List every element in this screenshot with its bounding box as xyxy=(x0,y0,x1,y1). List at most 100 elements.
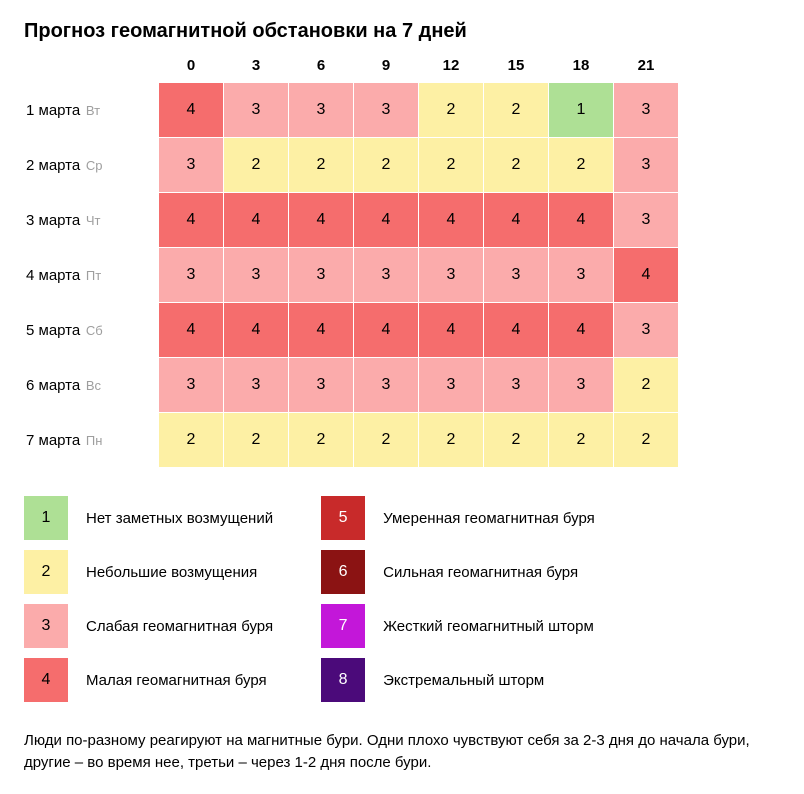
row-date: 6 марта xyxy=(26,377,80,394)
heatmap-cell: 4 xyxy=(549,303,613,357)
heatmap-cell: 2 xyxy=(419,138,483,192)
heatmap-cell: 3 xyxy=(354,83,418,137)
table-row: 7 марта Пн22222222 xyxy=(25,413,678,467)
heatmap-cell: 3 xyxy=(614,138,678,192)
heatmap-cell: 1 xyxy=(549,83,613,137)
table-row: 3 марта Чт44444443 xyxy=(25,193,678,247)
heatmap-cell: 3 xyxy=(354,358,418,412)
table-row: 6 марта Вс33333332 xyxy=(25,358,678,412)
heatmap-cell: 2 xyxy=(484,413,548,467)
heatmap-cell: 2 xyxy=(159,413,223,467)
heatmap-cell: 3 xyxy=(484,358,548,412)
legend-swatch: 2 xyxy=(24,550,68,594)
legend: 1 Нет заметных возмущений 2 Небольшие возму… xyxy=(24,496,780,702)
legend-swatch: 1 xyxy=(24,496,68,540)
heatmap-cell: 3 xyxy=(289,358,353,412)
legend-swatch: 6 xyxy=(321,550,365,594)
heatmap-cell: 2 xyxy=(549,413,613,467)
legend-item: 7 Жесткий геомагнитный шторм xyxy=(321,604,595,648)
heatmap-cell: 3 xyxy=(224,248,288,302)
legend-item: 8 Экстремальный шторм xyxy=(321,658,595,702)
legend-label: Жесткий геомагнитный шторм xyxy=(383,618,594,635)
row-date-label: 3 марта Чт xyxy=(25,193,158,247)
heatmap-cell: 2 xyxy=(289,138,353,192)
heatmap-cell: 4 xyxy=(224,303,288,357)
heatmap-cell: 4 xyxy=(354,303,418,357)
row-date-label: 7 марта Пн xyxy=(25,413,158,467)
legend-swatch: 8 xyxy=(321,658,365,702)
hour-header: 3 xyxy=(224,56,288,82)
row-dow: Пт xyxy=(82,268,101,283)
table-row: 1 марта Вт43332213 xyxy=(25,83,678,137)
heatmap-cell: 3 xyxy=(289,248,353,302)
legend-label: Нет заметных возмущений xyxy=(86,510,273,527)
heatmap-cell: 2 xyxy=(484,83,548,137)
heatmap-cell: 4 xyxy=(289,193,353,247)
heatmap-cell: 2 xyxy=(354,413,418,467)
heatmap-cell: 2 xyxy=(614,413,678,467)
heatmap-cell: 3 xyxy=(549,248,613,302)
row-date-label: 2 марта Ср xyxy=(25,138,158,192)
heatmap-cell: 2 xyxy=(419,413,483,467)
legend-item: 4Малая геомагнитная буря xyxy=(24,658,273,702)
table-row: 5 марта Сб44444443 xyxy=(25,303,678,357)
row-dow: Пн xyxy=(82,433,102,448)
heatmap-cell: 3 xyxy=(159,248,223,302)
heatmap-cell: 4 xyxy=(289,303,353,357)
heatmap-cell: 3 xyxy=(224,83,288,137)
hour-header: 18 xyxy=(549,56,613,82)
footnote-text: Люди по-разному реагируют на магнитные б… xyxy=(24,730,764,774)
heatmap-cell: 4 xyxy=(159,193,223,247)
row-date: 4 марта xyxy=(26,267,80,284)
heatmap-cell: 2 xyxy=(549,138,613,192)
row-date-label: 4 марта Пт xyxy=(25,248,158,302)
heatmap-cell: 3 xyxy=(354,248,418,302)
legend-swatch: 5 xyxy=(321,496,365,540)
page-title: Прогноз геомагнитной обстановки на 7 дне… xyxy=(24,20,780,43)
hour-header: 0 xyxy=(159,56,223,82)
legend-item: 1 Нет заметных возмущений xyxy=(24,496,273,540)
row-date: 7 марта xyxy=(26,432,80,449)
legend-item: 5 Умеренная геомагнитная буря xyxy=(321,496,595,540)
hour-header: 12 xyxy=(419,56,483,82)
table-row: 2 марта Ср32222223 xyxy=(25,138,678,192)
row-dow: Вс xyxy=(82,378,101,393)
forecast-heatmap: 036912151821 1 марта Вт433322132 марта С… xyxy=(24,55,679,468)
heatmap-cell: 3 xyxy=(614,193,678,247)
legend-label: Сильная геомагнитная буря xyxy=(383,564,578,581)
row-date: 3 марта xyxy=(26,212,80,229)
row-date-label: 1 марта Вт xyxy=(25,83,158,137)
legend-label: Умеренная геомагнитная буря xyxy=(383,510,595,527)
heatmap-cell: 2 xyxy=(289,413,353,467)
legend-label: Экстремальный шторм xyxy=(383,672,544,689)
heatmap-cell: 4 xyxy=(224,193,288,247)
heatmap-cell: 4 xyxy=(549,193,613,247)
heatmap-cell: 3 xyxy=(159,358,223,412)
legend-swatch: 7 xyxy=(321,604,365,648)
heatmap-cell: 2 xyxy=(614,358,678,412)
legend-label: Малая геомагнитная буря xyxy=(86,672,267,689)
row-date-label: 6 марта Вс xyxy=(25,358,158,412)
heatmap-cell: 2 xyxy=(419,83,483,137)
legend-item: 6 Сильная геомагнитная буря xyxy=(321,550,595,594)
heatmap-cell: 3 xyxy=(484,248,548,302)
legend-item: 3 Слабая геомагнитная буря xyxy=(24,604,273,648)
table-row: 4 марта Пт33333334 xyxy=(25,248,678,302)
legend-swatch: 3 xyxy=(24,604,68,648)
heatmap-cell: 3 xyxy=(289,83,353,137)
row-date: 5 марта xyxy=(26,322,80,339)
heatmap-cell: 2 xyxy=(224,413,288,467)
row-dow: Вт xyxy=(82,103,100,118)
heatmap-cell: 3 xyxy=(224,358,288,412)
row-date: 1 марта xyxy=(26,102,80,119)
heatmap-cell: 2 xyxy=(354,138,418,192)
row-dow: Сб xyxy=(82,323,102,338)
row-dow: Ср xyxy=(82,158,102,173)
hour-header: 9 xyxy=(354,56,418,82)
heatmap-cell: 3 xyxy=(419,248,483,302)
legend-label: Слабая геомагнитная буря xyxy=(86,618,273,635)
legend-label: Небольшие возмущения xyxy=(86,564,257,581)
heatmap-cell: 3 xyxy=(159,138,223,192)
row-date-label: 5 марта Сб xyxy=(25,303,158,357)
heatmap-cell: 4 xyxy=(159,303,223,357)
